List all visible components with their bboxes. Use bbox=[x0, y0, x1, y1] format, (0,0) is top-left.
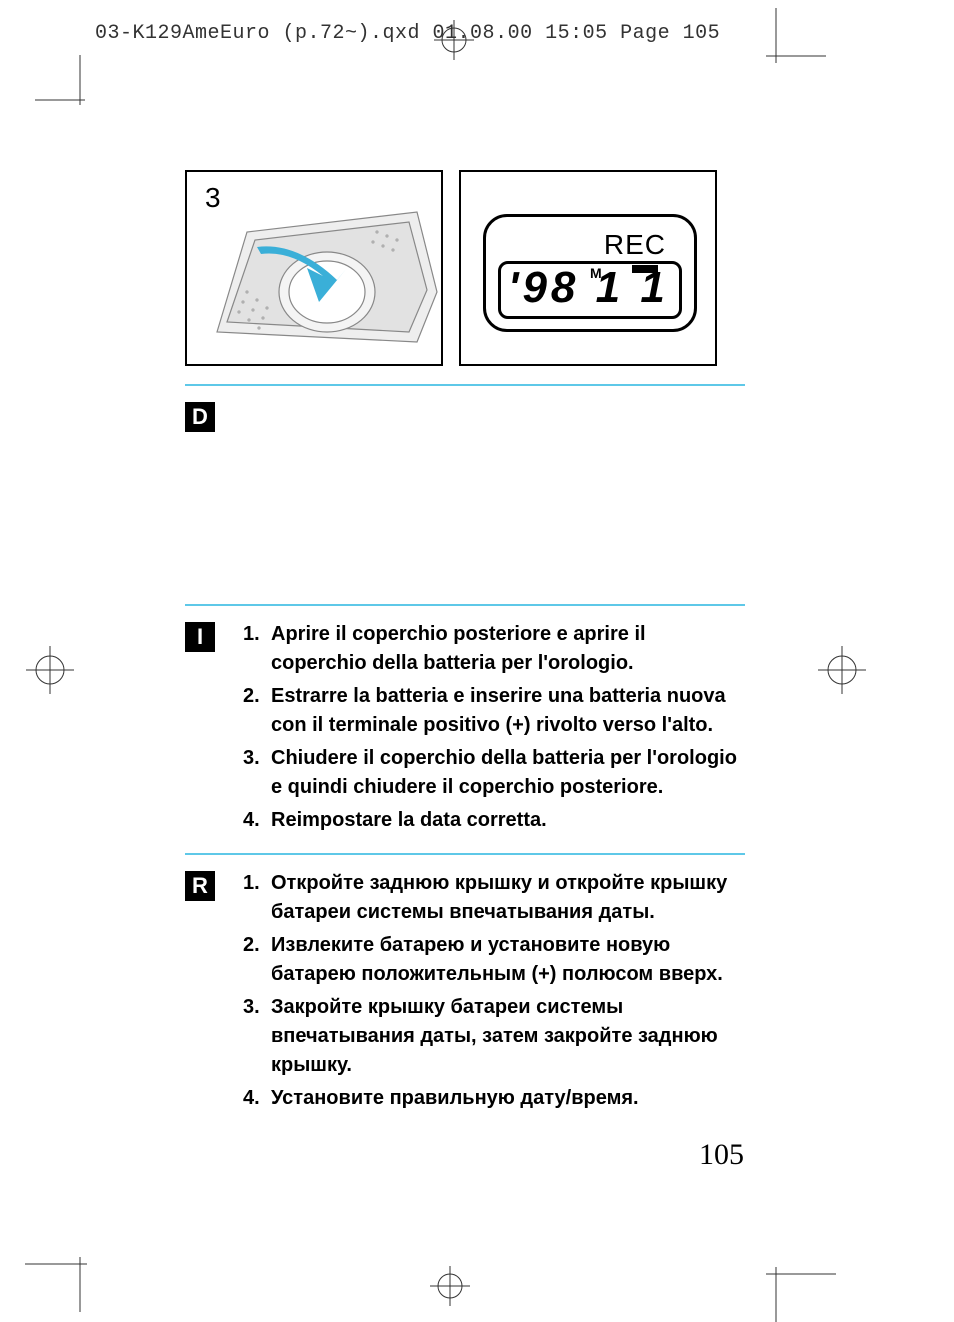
registration-mark-icon bbox=[20, 640, 80, 700]
crop-mark-icon bbox=[766, 8, 826, 88]
item-number: 2. bbox=[243, 931, 267, 989]
item-text: Откройте заднюю крышку и откройте крышку… bbox=[271, 869, 745, 927]
item-number: 4. bbox=[243, 1084, 267, 1113]
item-number: 1. bbox=[243, 869, 267, 927]
item-text: Chiudere il coperchio della batteria per… bbox=[271, 744, 745, 802]
section-i: I 1.Aprire il coperchio posteriore e apr… bbox=[185, 610, 745, 849]
prepress-header: 03-K129AmeEuro (p.72~).qxd 01.08.00 15:0… bbox=[95, 22, 720, 45]
list-item: 2.Извлеките батарею и установите новую б… bbox=[243, 931, 745, 989]
item-number: 3. bbox=[243, 744, 267, 802]
lcd-m-label: M bbox=[590, 265, 602, 281]
item-text: Закройте крышку батареи системы впечатыв… bbox=[271, 993, 745, 1080]
camera-battery-illustration bbox=[187, 172, 445, 368]
item-text: Aprire il coperchio posteriore e aprire … bbox=[271, 620, 745, 678]
registration-mark-icon bbox=[430, 4, 490, 64]
section-d: D bbox=[185, 390, 745, 600]
crop-mark-icon bbox=[35, 55, 105, 125]
language-badge-d: D bbox=[185, 402, 215, 432]
figure-battery-insert: 3 bbox=[185, 170, 443, 366]
item-text: Reimpostare la data corretta. bbox=[271, 806, 547, 835]
page-number: 105 bbox=[699, 1138, 744, 1172]
divider bbox=[185, 853, 745, 855]
item-number: 1. bbox=[243, 620, 267, 678]
instruction-list-italian: 1.Aprire il coperchio posteriore e aprir… bbox=[243, 620, 745, 835]
list-item: 3.Закройте крышку батареи системы впечат… bbox=[243, 993, 745, 1080]
figure-lcd-display: REC '98 1 1 M bbox=[459, 170, 717, 366]
registration-mark-icon bbox=[420, 1262, 480, 1322]
divider bbox=[185, 604, 745, 606]
item-text: Установите правильную дату/время. bbox=[271, 1084, 639, 1113]
item-text: Извлеките батарею и установите новую бат… bbox=[271, 931, 745, 989]
divider bbox=[185, 384, 745, 386]
lcd-rec-label: REC bbox=[604, 229, 666, 261]
language-badge-i: I bbox=[185, 622, 215, 652]
page-content: 3 R bbox=[185, 170, 745, 1127]
lcd-frame: REC '98 1 1 M bbox=[483, 214, 697, 332]
crop-mark-icon bbox=[766, 1252, 836, 1322]
instruction-list-russian: 1.Откройте заднюю крышку и откройте крыш… bbox=[243, 869, 745, 1113]
list-item: 2.Estrarre la batteria e inserire una ba… bbox=[243, 682, 745, 740]
list-item: 4.Установите правильную дату/время. bbox=[243, 1084, 745, 1113]
item-text: Estrarre la batteria e inserire una batt… bbox=[271, 682, 745, 740]
lcd-battery-icon bbox=[632, 265, 658, 273]
crop-mark-icon bbox=[25, 1242, 105, 1312]
item-number: 4. bbox=[243, 806, 267, 835]
item-number: 3. bbox=[243, 993, 267, 1080]
section-r: R 1.Откройте заднюю крышку и откройте кр… bbox=[185, 859, 745, 1127]
list-item: 4.Reimpostare la data corretta. bbox=[243, 806, 745, 835]
list-item: 1.Aprire il coperchio posteriore e aprir… bbox=[243, 620, 745, 678]
list-item: 1.Откройте заднюю крышку и откройте крыш… bbox=[243, 869, 745, 927]
step-number: 3 bbox=[205, 182, 221, 214]
registration-mark-icon bbox=[812, 640, 872, 700]
figure-row: 3 R bbox=[185, 170, 745, 366]
list-item: 3.Chiudere il coperchio della batteria p… bbox=[243, 744, 745, 802]
language-badge-r: R bbox=[185, 871, 215, 901]
item-number: 2. bbox=[243, 682, 267, 740]
